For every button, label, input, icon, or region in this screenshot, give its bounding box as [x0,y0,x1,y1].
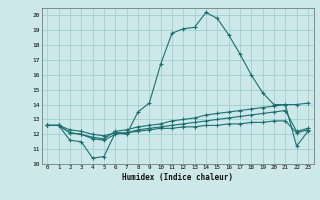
X-axis label: Humidex (Indice chaleur): Humidex (Indice chaleur) [122,173,233,182]
